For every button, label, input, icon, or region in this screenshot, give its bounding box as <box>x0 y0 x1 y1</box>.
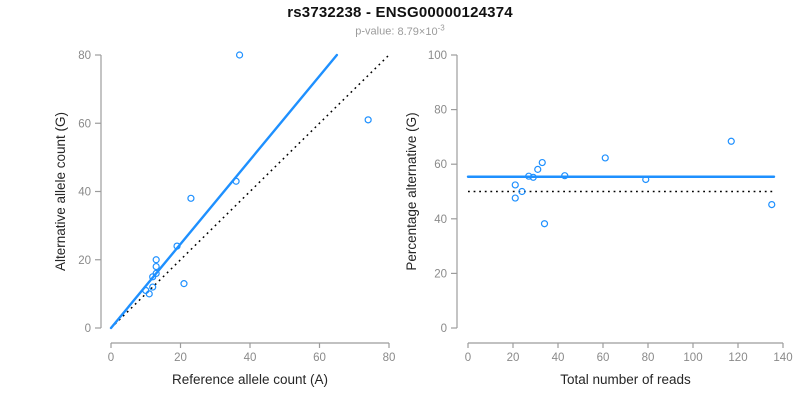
x-tick-label: 60 <box>597 352 610 364</box>
x-tick-label: 60 <box>313 352 326 364</box>
y-tick-label: 0 <box>441 323 447 335</box>
x-tick-label: 40 <box>244 352 257 364</box>
y-tick-label: 60 <box>434 159 447 171</box>
data-point <box>642 175 650 184</box>
data-point <box>187 194 195 202</box>
y-tick-label: 20 <box>78 255 91 267</box>
y-tick-label: 60 <box>78 118 91 130</box>
data-point <box>173 242 181 250</box>
data-point <box>152 256 160 264</box>
data-point <box>561 172 569 180</box>
pvalue-value: 8.79×10-3 <box>397 23 445 38</box>
data-point <box>232 177 240 185</box>
figure-header: rs3732238 - ENSG00000124374 p-value: 8.7… <box>0 4 800 38</box>
pvalue-label: p-value: <box>355 25 395 38</box>
data-point <box>149 283 157 291</box>
data-point <box>538 158 546 167</box>
data-point <box>152 262 160 271</box>
data-point <box>534 165 542 173</box>
x-tick-label: 80 <box>642 352 655 364</box>
y-axis-title: Percentage alternative (G) <box>404 112 419 270</box>
y-tick-label: 100 <box>428 50 447 62</box>
data-point <box>511 194 519 202</box>
data-point <box>768 201 776 209</box>
left-scatter-panel: 0 20 40 60 80 0 20 40 60 80 Reference allele count… <box>53 50 395 387</box>
x-axis-title: Reference allele count (A) <box>172 372 328 387</box>
data-point <box>152 269 160 277</box>
y-tick-label: 0 <box>85 323 91 335</box>
data-point <box>142 286 150 295</box>
x-tick-label: 100 <box>683 352 702 364</box>
x-tick-label: 20 <box>174 352 187 364</box>
y-axis-title: Alternative allele count (G) <box>53 112 68 271</box>
x-tick-label: 0 <box>465 352 471 364</box>
data-point <box>540 220 549 228</box>
page-title: rs3732238 - ENSG00000124374 <box>287 4 513 21</box>
y-tick-label: 80 <box>78 50 91 62</box>
data-point <box>180 280 188 288</box>
x-tick-label: 80 <box>383 352 396 364</box>
x-axis-title: Total number of reads <box>560 372 691 387</box>
identity-reference-line <box>110 54 390 329</box>
data-point <box>511 181 519 189</box>
x-tick-label: 140 <box>773 352 792 364</box>
data-point <box>364 116 372 124</box>
data-point <box>601 154 609 162</box>
y-tick-label: 40 <box>434 214 447 226</box>
pvalue-subtitle: p-value: 8.79×10-3 <box>0 23 800 38</box>
x-tick-label: 20 <box>507 352 520 364</box>
data-point <box>525 172 533 180</box>
fit-line <box>109 53 339 330</box>
x-tick-label: 40 <box>552 352 565 364</box>
y-tick-label: 40 <box>78 187 91 199</box>
data-point <box>145 290 153 298</box>
data-point <box>727 137 735 145</box>
x-tick-label: 120 <box>728 352 747 364</box>
y-tick-label: 80 <box>434 105 447 117</box>
data-point <box>235 51 244 59</box>
data-point <box>529 173 537 181</box>
y-tick-label: 20 <box>434 268 447 280</box>
x-tick-label: 0 <box>108 352 114 364</box>
right-scatter-panel: 0 20 40 60 80 100 120 140 0 20 40 60 80 100 Total numb… <box>404 50 793 387</box>
data-point <box>518 187 526 196</box>
